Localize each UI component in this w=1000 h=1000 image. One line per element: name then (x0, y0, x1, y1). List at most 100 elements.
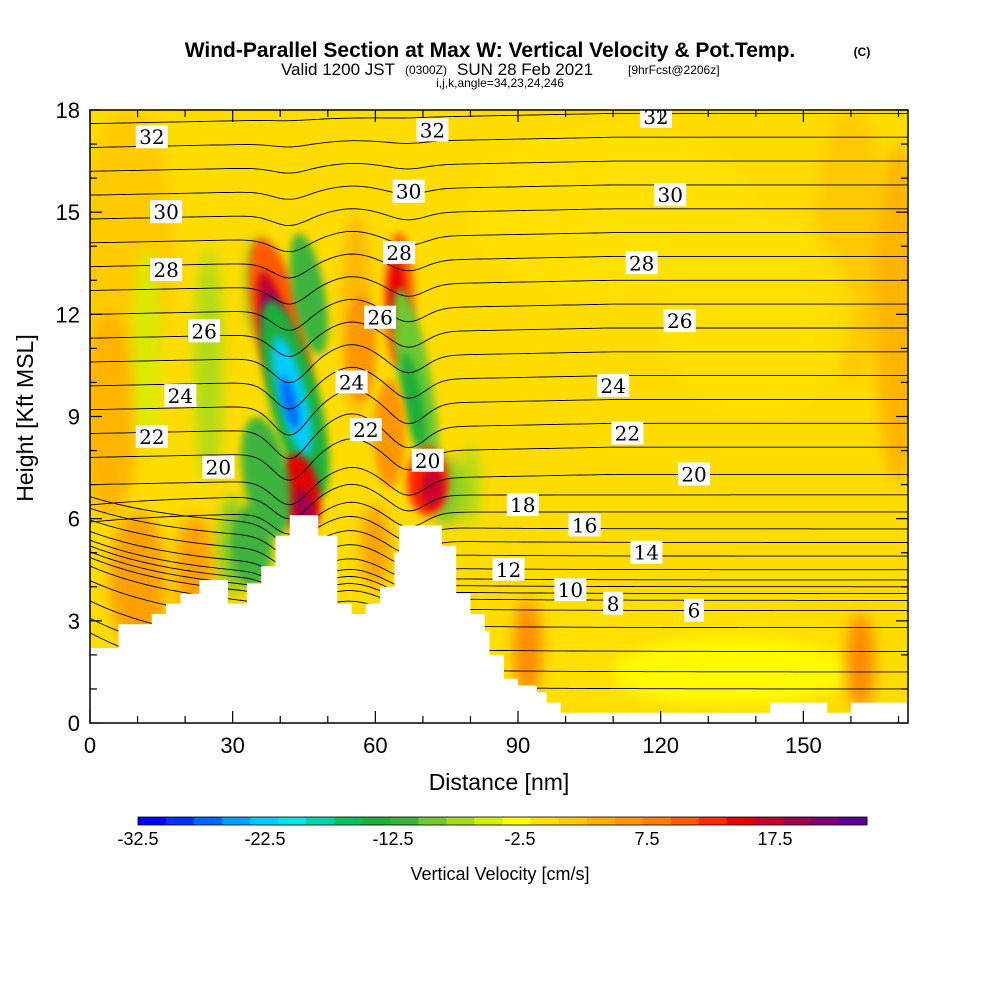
field-patch-1 (90, 314, 138, 519)
colorbar-swatch (278, 817, 307, 825)
x-axis-label: Distance [nm] (429, 769, 570, 795)
valid-line: Valid 1200 JST (0300Z) SUN 28 Feb 2021 [… (281, 60, 720, 79)
theta-contour-30 (90, 112, 908, 125)
theta-contour-15 (90, 466, 908, 506)
theta-contour-22 (90, 298, 908, 331)
velocity-core-14 (401, 352, 426, 447)
colorbar-swatch (670, 817, 700, 825)
contour-label-7: 28 (383, 241, 416, 265)
contour-label-24: 12 (492, 557, 525, 582)
x-tick-label: 30 (220, 733, 244, 758)
theta-contour-12 (90, 496, 908, 545)
field-patch-17 (361, 505, 390, 587)
colorbar-swatch (446, 817, 475, 825)
valid-utc: (0300Z) (405, 63, 447, 77)
contour-label-20: 20 (677, 462, 710, 486)
contour-label-text: 32 (139, 125, 164, 149)
theta-contour-14 (90, 483, 908, 520)
velocity-core-17 (373, 379, 406, 489)
colorbar-tick-label: -2.5 (504, 829, 535, 849)
x-tick-label: 90 (506, 733, 530, 758)
theta-contour-20 (90, 344, 908, 384)
contour-label-22: 16 (568, 513, 601, 537)
contour-label-16: 22 (349, 418, 382, 442)
copyright-mark: (C) (854, 45, 871, 59)
contour-label-1: 32 (416, 118, 449, 142)
contour-label-text: 22 (615, 422, 640, 446)
contour-label-3: 30 (150, 200, 183, 224)
theta-contour-21 (90, 321, 908, 358)
contour-label-27: 6 (683, 598, 704, 623)
contour-label-19: 20 (411, 448, 444, 473)
chart-title: Wind-Parallel Section at Max W: Vertical… (185, 39, 796, 62)
colorbar-swatch (222, 817, 251, 825)
contour-label-15: 22 (135, 424, 168, 449)
contour-label-26: 8 (603, 591, 624, 616)
colorbar-swatch (558, 817, 588, 825)
y-tick-label: 12 (56, 302, 80, 327)
contour-label-13: 24 (335, 370, 368, 394)
valid-prefix: Valid 1200 JST (281, 60, 395, 79)
contour-label-17: 22 (611, 421, 644, 446)
contour-label-text: 26 (367, 306, 392, 330)
x-tick-label: 120 (642, 733, 679, 758)
contour-label-text: 30 (396, 180, 421, 204)
colorbar-swatch (334, 817, 363, 825)
contour-label-text: 32 (643, 105, 668, 129)
colorbar-swatch (418, 817, 447, 825)
field-patch-5 (660, 212, 851, 417)
contour-label-text: 28 (629, 251, 654, 275)
contour-label-text: 30 (153, 200, 178, 224)
colorbar-tick-label: 7.5 (634, 829, 659, 849)
field-patch-9 (846, 614, 875, 710)
velocity-core-6 (289, 233, 328, 355)
field-patch-8 (513, 600, 542, 696)
contour-label-18: 20 (202, 455, 235, 480)
theta-contour-28 (90, 160, 908, 174)
theta-contour-7 (90, 545, 908, 596)
colorbar-swatch (642, 817, 672, 825)
x-tick-label: 60 (363, 733, 387, 758)
y-axis: 0 3 6 9 12 15 18 (56, 98, 908, 736)
contour-label-text: 10 (558, 578, 583, 602)
contour-label-text: 14 (634, 541, 659, 565)
colorbar-tick-label: -22.5 (244, 829, 285, 849)
contour-label-text: 22 (353, 418, 378, 442)
contour-label-text: 24 (600, 374, 625, 398)
y-tick-label: 0 (68, 711, 80, 736)
contour-label-text: 20 (681, 462, 706, 486)
contour-label-text: 20 (206, 456, 231, 480)
field-patch-18 (460, 443, 480, 526)
colorbar-swatch (250, 817, 279, 825)
contour-label-2: 32 (639, 105, 672, 129)
colorbar-swatch (782, 817, 812, 825)
contour-label-text: 26 (667, 309, 692, 333)
contour-label-text: 24 (339, 370, 364, 394)
theta-contour-25 (90, 230, 908, 253)
y-tick-label: 3 (68, 609, 80, 634)
contour-label-text: 28 (153, 258, 178, 282)
colorbar-swatch (586, 817, 616, 825)
field-patch-14 (132, 246, 162, 451)
velocity-core-16 (421, 467, 444, 509)
contour-label-text: 24 (168, 384, 193, 408)
y-tick-label: 9 (68, 405, 80, 430)
contour-label-4: 30 (392, 179, 425, 204)
theta-contour-29 (90, 136, 908, 148)
velocity-core-5 (280, 376, 300, 430)
field-patch-13 (194, 246, 224, 485)
contour-label-text: 6 (688, 599, 701, 623)
contour-label-10: 26 (364, 305, 397, 330)
contour-label-21: 18 (506, 493, 539, 517)
theta-contour-26 (90, 208, 908, 226)
forecast-label: [9hrFcst@2206z] (628, 63, 720, 77)
contour-label-25: 10 (554, 578, 587, 602)
contour-label-text: 32 (420, 118, 445, 142)
y-axis-label: Height [Kft MSL] (12, 334, 38, 501)
theta-contour-17 (90, 413, 908, 460)
contour-label-6: 28 (150, 258, 183, 282)
theta-contour-16 (90, 438, 908, 481)
theta-contour-19 (90, 366, 908, 410)
contour-label-5: 30 (654, 183, 687, 207)
